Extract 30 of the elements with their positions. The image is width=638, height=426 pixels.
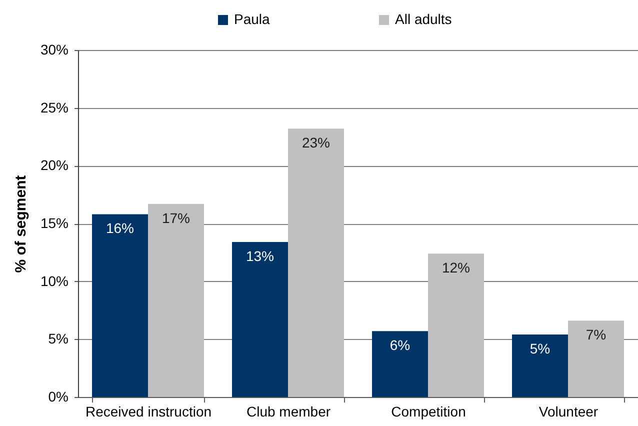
x-tick-label: Club member [246, 404, 331, 420]
y-tick-label: 5% [48, 330, 68, 347]
y-tick-label: 25% [40, 99, 68, 116]
bar [232, 242, 288, 397]
data-label: 5% [530, 340, 550, 357]
bar [568, 320, 624, 397]
data-label: 6% [390, 337, 410, 354]
bar [288, 128, 344, 397]
bar [148, 204, 204, 397]
y-tick-label: 30% [40, 42, 68, 58]
y-tick-label: 20% [40, 157, 68, 174]
data-label: 12% [442, 260, 470, 276]
bar [92, 214, 148, 397]
x-tick-label: Volunteer [538, 404, 598, 420]
y-tick-label: 15% [40, 215, 68, 231]
legend-label: Paula [234, 11, 270, 27]
data-label: 13% [246, 248, 274, 264]
data-label: 23% [302, 134, 330, 151]
x-tick-label: Competition [391, 404, 466, 420]
bar [512, 334, 568, 397]
y-tick-label: 0% [48, 388, 68, 404]
bar [428, 254, 484, 397]
legend-label: All adults [395, 11, 452, 27]
y-tick-label: 10% [40, 272, 68, 289]
x-tick-label: Received instruction [85, 404, 212, 420]
data-label: 7% [586, 326, 606, 343]
data-label: 16% [106, 220, 134, 236]
bar [372, 331, 428, 397]
data-label: 17% [162, 210, 190, 226]
y-axis-title: % of segment [12, 175, 30, 273]
